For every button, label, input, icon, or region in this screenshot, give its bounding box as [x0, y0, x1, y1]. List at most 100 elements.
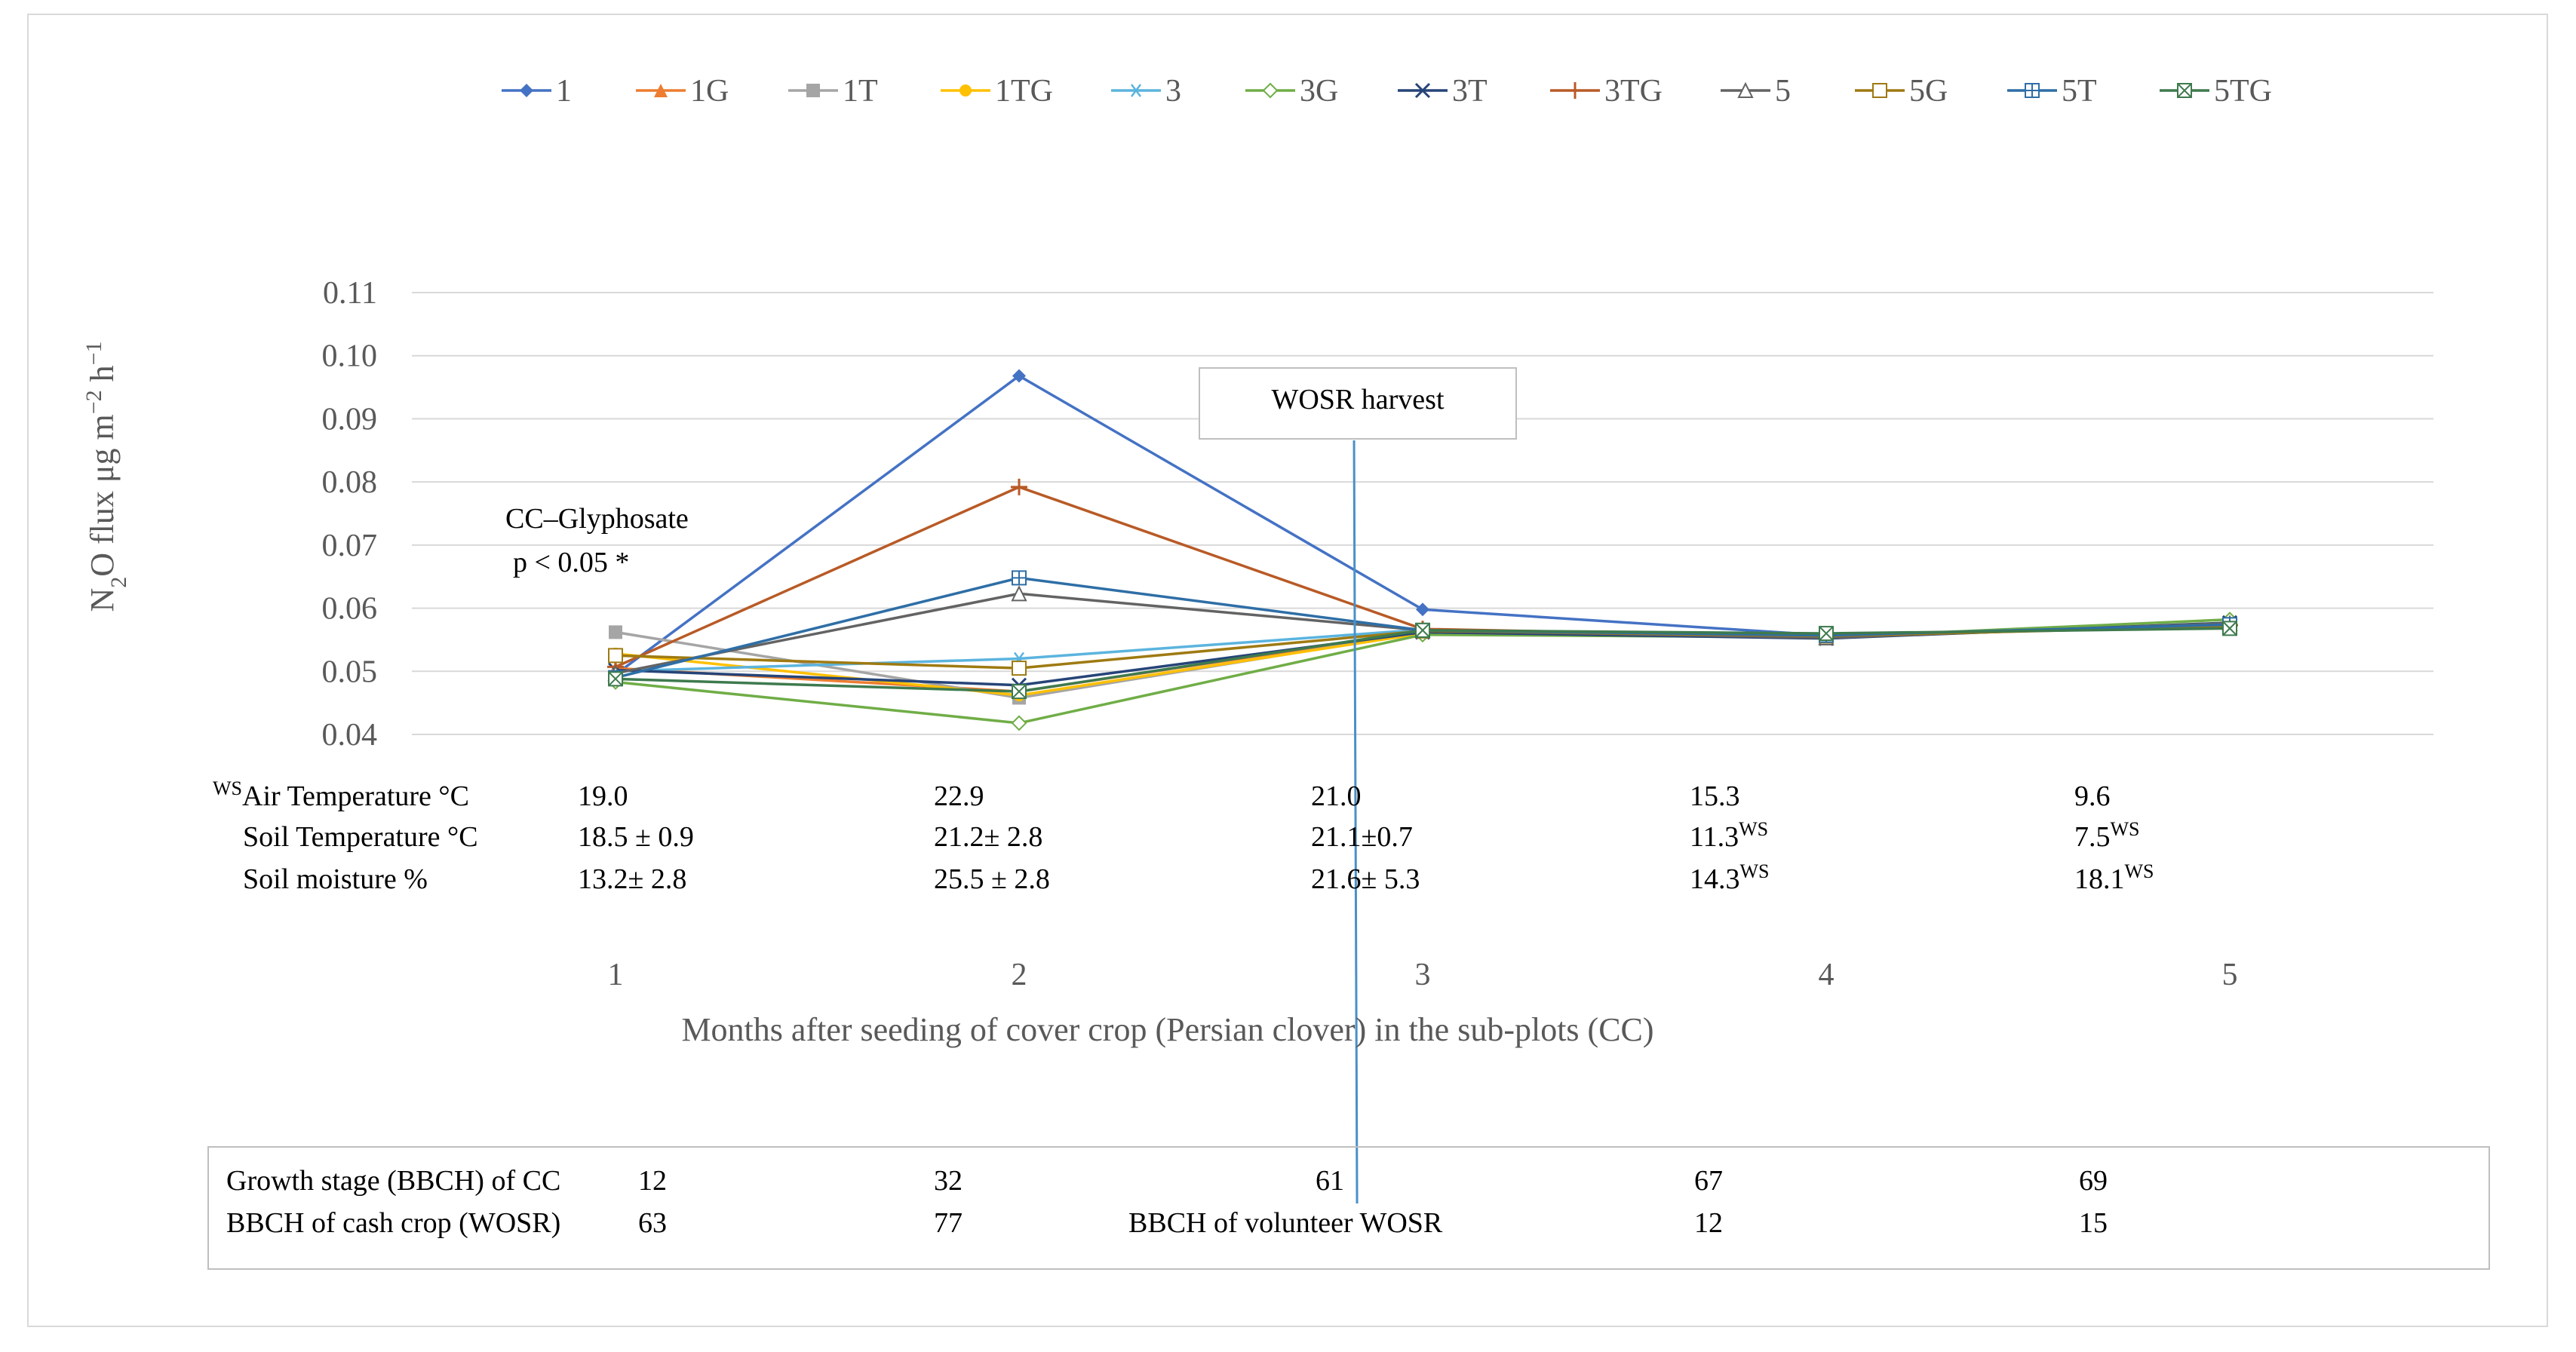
legend-marker [806, 84, 820, 97]
legend-item-3T: 3T [1398, 74, 1488, 109]
data-point [1819, 626, 1834, 642]
condition-value: 21.2± 2.8 [934, 821, 1042, 853]
legend-label: 5 [1775, 74, 1791, 109]
legend-marker [1262, 82, 1279, 99]
glyphosate-annotation: CC–Glyphosate [505, 503, 689, 535]
legend-label: 1TG [995, 74, 1053, 109]
condition-value: 21.0 [1311, 780, 1362, 812]
growth-row2-value: 63 [638, 1207, 667, 1239]
data-point [1011, 478, 1027, 495]
x-tick-label: 4 [1819, 958, 1835, 992]
legend-marker [1567, 82, 1583, 99]
data-point [1012, 570, 1027, 586]
legend-label: 1 [556, 74, 572, 109]
y-tick-label: 0.05 [322, 655, 378, 689]
data-point [2222, 621, 2237, 636]
y-tick-label: 0.04 [322, 718, 378, 753]
x-tick-label: 2 [1012, 958, 1027, 992]
y-tick-label: 0.06 [322, 592, 378, 627]
condition-value: 9.6 [2074, 780, 2111, 812]
chart-frame [27, 14, 2548, 1327]
legend-label: 5T [2062, 74, 2097, 109]
series-5TG [608, 621, 2237, 700]
legend-label: 3G [1300, 74, 1338, 109]
data-point [1415, 622, 1430, 638]
y-tick-label: 0.08 [322, 465, 378, 500]
legend-marker [1872, 83, 1887, 98]
growth-row2-value: 77 [934, 1207, 963, 1239]
legend-marker [1737, 81, 1754, 98]
data-point [608, 671, 623, 687]
data-point [1012, 661, 1027, 676]
legend-label: 1G [690, 74, 729, 109]
legend-label: 3TG [1604, 74, 1663, 109]
legend: 1 1G 1T 1TG 3 3G 3T 3TG 5 5G 5T 5TG [502, 74, 2272, 109]
condition-value: 21.6± 5.3 [1311, 863, 1420, 895]
legend-item-5: 5 [1721, 74, 1791, 109]
condition-value: 18.1WS [2074, 860, 2154, 896]
legend-item-5T: 5T [2007, 74, 2097, 109]
legend-item-3TG: 3TG [1550, 74, 1663, 109]
legend-marker [2177, 83, 2192, 98]
legend-item-5G: 5G [1855, 74, 1948, 109]
condition-label: WSAir Temperature °C [213, 777, 469, 813]
harvest-label-box [1199, 367, 1517, 440]
data-point [1012, 684, 1027, 700]
legend-item-1: 1 [502, 74, 572, 109]
growth-stage-box [207, 1146, 2490, 1270]
legend-marker [520, 84, 533, 97]
glyphosate-pvalue: p < 0.05 * [513, 547, 629, 578]
condition-value: 14.3WS [1690, 860, 1770, 896]
x-tick-label: 1 [608, 958, 624, 992]
condition-value: 13.2± 2.8 [578, 863, 686, 895]
data-point [1416, 602, 1429, 617]
growth-row2-value: 15 [2079, 1207, 2108, 1239]
legend-label: 5G [1909, 74, 1948, 109]
y-tick-labels: 0.04 0.05 0.06 0.07 0.08 0.09 0.10 0.11 [322, 276, 378, 753]
data-point [1012, 369, 1026, 383]
y-tick-label: 0.11 [323, 276, 377, 311]
legend-marker [2025, 83, 2040, 98]
condition-label: Soil Temperature °C [243, 821, 478, 853]
grid-layer [412, 292, 2433, 735]
growth-row2-label: BBCH of cash crop (WOSR) [226, 1207, 560, 1239]
legend-item-3: 3 [1111, 74, 1181, 109]
legend-marker [654, 84, 668, 97]
legend-item-3G: 3G [1245, 74, 1338, 109]
legend-item-1TG: 1TG [941, 74, 1053, 109]
condition-label: Soil moisture % [243, 863, 428, 895]
data-point [609, 625, 622, 639]
y-axis-label: N2O flux μg m−2 h−1 [81, 341, 131, 612]
condition-value: 25.5 ± 2.8 [934, 863, 1050, 895]
growth-row1-value: 61 [1316, 1165, 1344, 1197]
volunteer-wosr-label: BBCH of volunteer WOSR [1128, 1207, 1443, 1239]
x-tick-label: 5 [2222, 958, 2238, 992]
condition-value: 11.3WS [1690, 818, 1768, 854]
harvest-marker-line [1352, 440, 1359, 1204]
condition-value: 22.9 [934, 780, 984, 812]
series-layer [607, 369, 2238, 731]
legend-label: 3 [1165, 74, 1181, 109]
y-tick-label: 0.09 [322, 402, 378, 437]
legend-marker [1414, 82, 1431, 99]
data-point [1011, 715, 1027, 731]
growth-row1-value: 69 [2079, 1165, 2108, 1197]
data-point [608, 648, 623, 664]
legend-marker [959, 84, 972, 97]
y-tick-label: 0.10 [322, 339, 378, 374]
growth-stage-table: Growth stage (BBCH) of CC 12 32 61 67 69 BBCH … [226, 1165, 2108, 1239]
condition-value: 21.1±0.7 [1311, 821, 1413, 853]
growth-row1-label: Growth stage (BBCH) of CC [226, 1165, 560, 1197]
growth-row1-value: 67 [1694, 1165, 1723, 1197]
legend-label: 3T [1452, 74, 1488, 109]
growth-row1-value: 32 [934, 1165, 963, 1197]
x-tick-label: 3 [1415, 958, 1431, 992]
legend-label: 5TG [2214, 74, 2272, 109]
y-tick-label: 0.07 [322, 529, 378, 563]
condition-value: 19.0 [578, 780, 628, 812]
condition-value: 15.3 [1690, 780, 1740, 812]
series-3TG [607, 478, 2238, 676]
x-axis-label: Months after seeding of cover crop (Pers… [681, 1011, 1653, 1048]
legend-item-5TG: 5TG [2160, 74, 2272, 109]
